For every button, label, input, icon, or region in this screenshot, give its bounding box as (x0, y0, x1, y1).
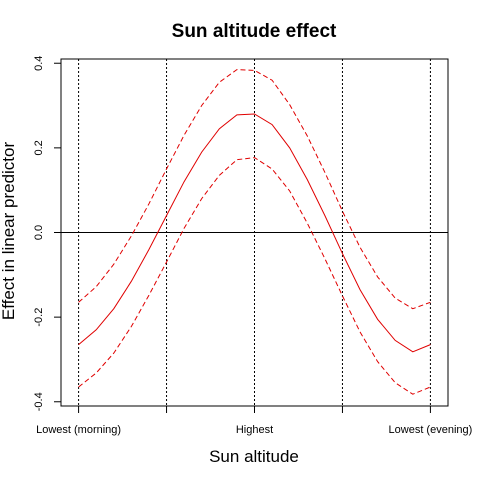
x-tick-label-0: Lowest (morning) (36, 424, 121, 436)
series-lines (78, 69, 431, 395)
chart-title: Sun altitude effect (172, 21, 337, 42)
x-tick-label-2: Highest (236, 424, 273, 436)
y-tick-label-0: -0.4 (33, 392, 45, 411)
y-tick-label-1: -0.2 (33, 308, 45, 327)
y-tick-label-4: 0.4 (33, 56, 45, 71)
x-axis: Lowest (morning) Highest Lowest (evening) (36, 405, 473, 436)
x-tick-label-4: Lowest (evening) (389, 424, 473, 436)
x-axis-label: Sun altitude (209, 447, 299, 466)
confidence-band-line-1 (78, 69, 431, 310)
y-axis-label: Effect in linear predictor (0, 142, 18, 321)
y-tick-label-2: 0.0 (33, 225, 45, 240)
confidence-band-line-2 (78, 157, 431, 395)
y-tick-label-3: 0.2 (33, 140, 45, 155)
y-axis: -0.4 -0.2 0.0 0.2 0.4 (33, 56, 61, 411)
estimate-line (78, 113, 431, 353)
